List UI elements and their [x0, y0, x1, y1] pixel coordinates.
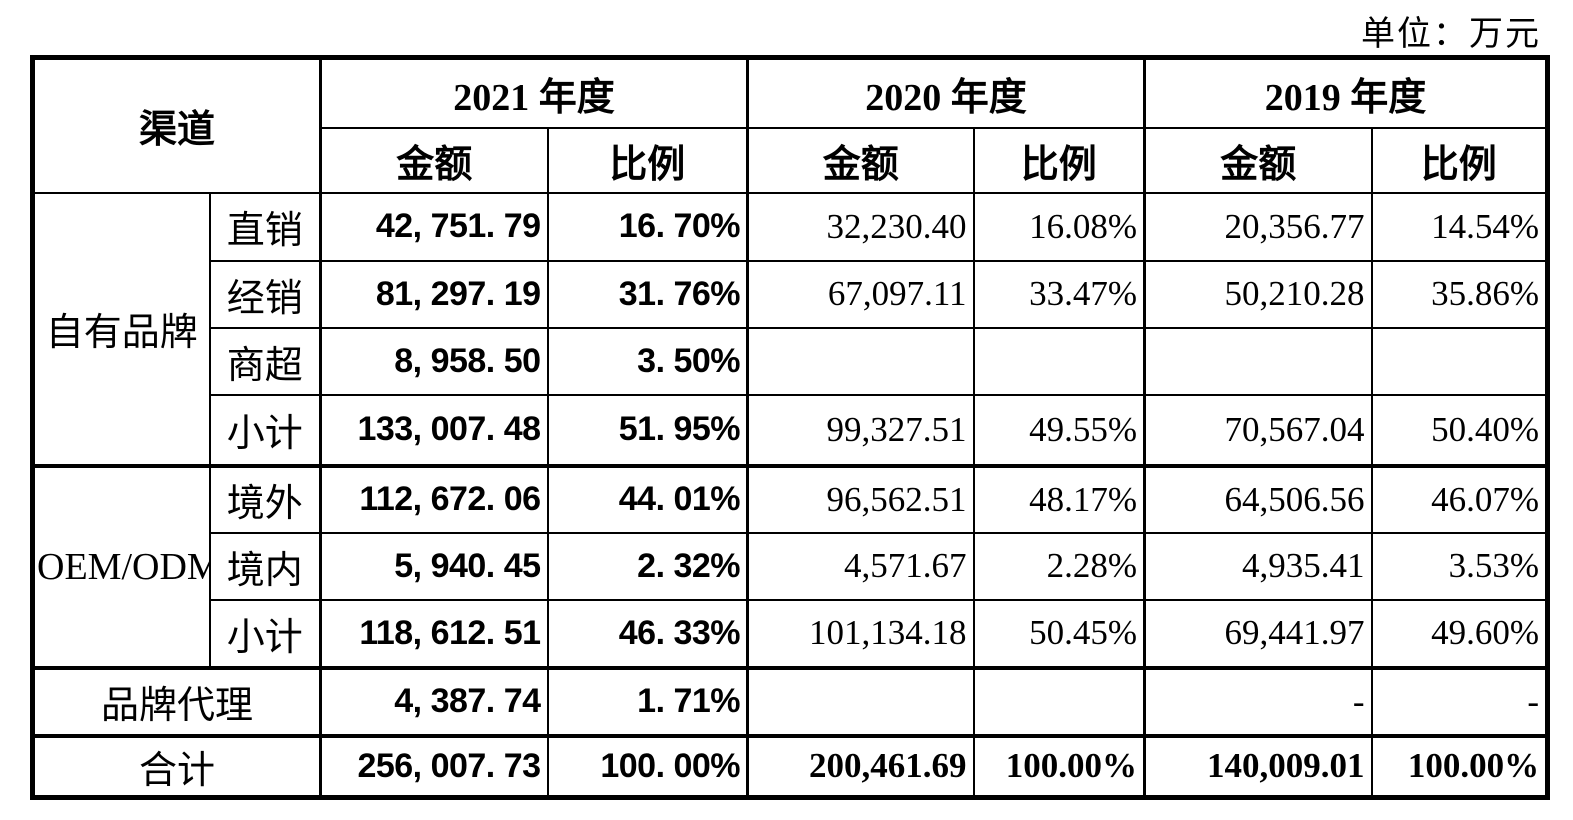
- amount-2020: 32,230.40: [746, 191, 975, 262]
- ratio-2021: 100. 00%: [546, 733, 749, 799]
- amount-2020: 96,562.51: [746, 463, 975, 534]
- channel-header-cell: 渠道: [31, 56, 322, 194]
- amount-2020: 101,134.18: [746, 598, 975, 669]
- ratio-2021: 31. 76%: [546, 259, 749, 329]
- ratio-2021: 3. 50%: [546, 326, 749, 396]
- ratio-header-2019: 比例: [1370, 126, 1549, 194]
- amount-2021: 8, 958. 50: [319, 326, 549, 396]
- ratio-2019: 100.00%: [1370, 733, 1549, 799]
- amount-2019: 50,210.28: [1143, 259, 1373, 329]
- ratio-2020: 48.17%: [972, 463, 1146, 534]
- row-label: 境内: [208, 531, 322, 601]
- year-header-2021: 2021 年度: [319, 56, 749, 129]
- amount-2019: 20,356.77: [1143, 191, 1373, 262]
- amount-2019: 69,441.97: [1143, 598, 1373, 669]
- table-row: 自有品牌 直销 42, 751. 79 16. 70% 32,230.40 16…: [31, 191, 1549, 467]
- row-label: 经销: [208, 259, 322, 329]
- ratio-2019: 35.86%: [1370, 259, 1549, 329]
- amount-2020: 67,097.11: [746, 259, 975, 329]
- year-header-2020: 2020 年度: [746, 56, 1146, 129]
- amount-2019: 64,506.56: [1143, 463, 1373, 534]
- table-row: 商超 8, 958. 50 3. 50%: [33, 326, 1549, 396]
- table-row: 境内 5, 940. 45 2. 32% 4,571.67 2.28% 4,93…: [33, 531, 1549, 601]
- header-row-years: 渠道 2021 年度 2020 年度 2019 年度: [31, 56, 1549, 194]
- amount-2020: 99,327.51: [746, 393, 975, 467]
- row-label: 直销: [208, 191, 322, 262]
- unit-label: 单位：万元: [1361, 16, 1541, 53]
- ratio-2019: [1370, 326, 1549, 396]
- channel-revenue-table: 渠道 2021 年度 2020 年度 2019 年度 金额 比例 金额 比例 金…: [30, 55, 1551, 800]
- amount-header-2019: 金额: [1143, 126, 1373, 194]
- ratio-2021: 1. 71%: [546, 665, 749, 737]
- amount-2021: 112, 672. 06: [319, 463, 549, 534]
- amount-header-2021: 金额: [319, 126, 549, 194]
- amount-2021: 4, 387. 74: [319, 665, 549, 737]
- row-label: 商超: [208, 326, 322, 396]
- ratio-2020: 16.08%: [972, 191, 1146, 262]
- year-header-2019: 2019 年度: [1143, 56, 1549, 129]
- group-label-own-brand: 自有品牌: [31, 191, 211, 467]
- amount-2019: 70,567.04: [1143, 393, 1373, 467]
- amount-2019: 4,935.41: [1143, 531, 1373, 601]
- amount-2021: 5, 940. 45: [319, 531, 549, 601]
- amount-header-2020: 金额: [746, 126, 975, 194]
- amount-2021: 42, 751. 79: [319, 191, 549, 262]
- row-label: 小计: [208, 393, 322, 467]
- amount-2019: [1143, 326, 1373, 396]
- table-row: OEM/ODM 境外 112, 672. 06 44. 01% 96,562.5…: [31, 463, 1549, 669]
- amount-2019: -: [1143, 665, 1373, 737]
- ratio-2020: [972, 665, 1146, 737]
- ratio-2021: 44. 01%: [546, 463, 749, 534]
- ratio-2020: 50.45%: [972, 598, 1146, 669]
- ratio-2021: 46. 33%: [546, 598, 749, 669]
- ratio-2019: 46.07%: [1370, 463, 1549, 534]
- amount-2020: 200,461.69: [746, 733, 975, 799]
- amount-2020: [746, 326, 975, 396]
- table-row: 小计 118, 612. 51 46. 33% 101,134.18 50.45…: [33, 598, 1549, 669]
- group-label-oem-odm: OEM/ODM: [31, 463, 211, 669]
- row-label-brand-agency: 品牌代理: [31, 665, 322, 737]
- ratio-2020: [972, 326, 1146, 396]
- row-label: 境外: [208, 463, 322, 534]
- table-row-total: 合计 256, 007. 73 100. 00% 200,461.69 100.…: [31, 733, 1549, 799]
- ratio-2019: 3.53%: [1370, 531, 1549, 601]
- amount-2019: 140,009.01: [1143, 733, 1373, 799]
- ratio-2021: 16. 70%: [546, 191, 749, 262]
- ratio-2019: -: [1370, 665, 1549, 737]
- ratio-2020: 100.00%: [972, 733, 1146, 799]
- amount-2020: 4,571.67: [746, 531, 975, 601]
- ratio-2020: 2.28%: [972, 531, 1146, 601]
- amount-2021: 133, 007. 48: [319, 393, 549, 467]
- ratio-header-2021: 比例: [546, 126, 749, 194]
- ratio-2020: 33.47%: [972, 259, 1146, 329]
- ratio-2019: 50.40%: [1370, 393, 1549, 467]
- ratio-2019: 49.60%: [1370, 598, 1549, 669]
- ratio-2020: 49.55%: [972, 393, 1146, 467]
- row-label: 小计: [208, 598, 322, 669]
- amount-2021: 256, 007. 73: [319, 733, 549, 799]
- row-label-total: 合计: [31, 733, 322, 799]
- table-row: 经销 81, 297. 19 31. 76% 67,097.11 33.47% …: [33, 259, 1549, 329]
- ratio-2019: 14.54%: [1370, 191, 1549, 262]
- amount-2021: 118, 612. 51: [319, 598, 549, 669]
- table-row: 小计 133, 007. 48 51. 95% 99,327.51 49.55%…: [33, 393, 1549, 467]
- ratio-2021: 2. 32%: [546, 531, 749, 601]
- table-row: 品牌代理 4, 387. 74 1. 71% - -: [31, 665, 1549, 737]
- ratio-header-2020: 比例: [972, 126, 1146, 194]
- header-row-measures: 金额 比例 金额 比例 金额 比例: [33, 126, 1549, 194]
- ratio-2021: 51. 95%: [546, 393, 749, 467]
- amount-2021: 81, 297. 19: [319, 259, 549, 329]
- amount-2020: [746, 665, 975, 737]
